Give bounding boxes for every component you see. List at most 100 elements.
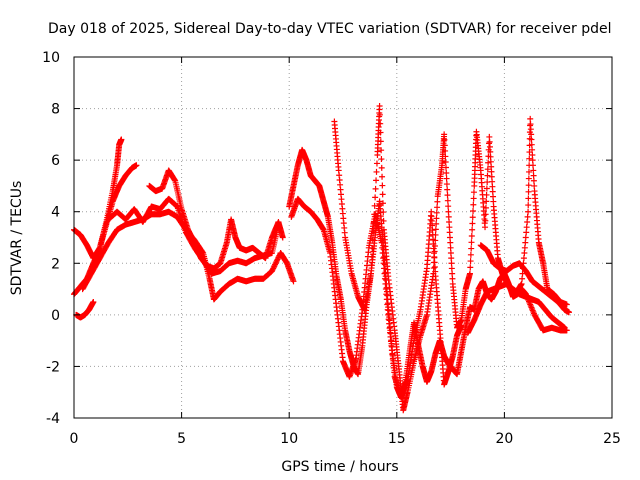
data-point	[434, 204, 441, 211]
x-tick-label: 25	[603, 431, 621, 447]
data-point	[441, 136, 448, 143]
data-point	[470, 201, 477, 208]
data-point	[433, 220, 440, 227]
data-point	[371, 211, 378, 218]
data-point	[90, 298, 97, 305]
data-point	[531, 182, 538, 189]
data-point	[563, 301, 570, 308]
data-point	[379, 200, 386, 207]
data-point	[446, 224, 453, 231]
data-point	[528, 136, 535, 143]
data-point	[431, 242, 438, 249]
data-point	[530, 167, 537, 174]
series-satellite-track-10	[477, 242, 572, 316]
data-point	[482, 217, 489, 224]
data-point	[368, 253, 375, 260]
data-point	[371, 202, 378, 209]
data-point	[525, 175, 532, 182]
data-point	[433, 209, 440, 216]
data-point	[432, 231, 439, 238]
data-point	[433, 215, 440, 222]
data-point	[528, 131, 535, 138]
data-series	[71, 102, 572, 414]
data-point	[467, 251, 474, 258]
data-point	[469, 220, 476, 227]
data-point	[383, 291, 390, 298]
data-point	[530, 177, 537, 184]
data-point	[380, 217, 387, 224]
data-point	[470, 189, 477, 196]
data-point	[529, 146, 536, 153]
data-point	[369, 245, 376, 252]
data-point	[447, 239, 454, 246]
data-point	[432, 237, 439, 244]
data-point	[445, 203, 452, 210]
x-tick-label: 10	[280, 431, 298, 447]
data-point	[133, 162, 140, 169]
data-point	[470, 195, 477, 202]
data-point	[484, 166, 491, 173]
data-point	[482, 211, 489, 218]
data-point	[522, 239, 529, 246]
data-point	[525, 168, 532, 175]
data-point	[528, 141, 535, 148]
y-tick-label: 6	[51, 153, 60, 169]
x-axis-label: GPS time / hours	[281, 459, 398, 475]
y-tick-label: 4	[51, 205, 60, 221]
data-point	[369, 236, 376, 243]
data-point	[376, 111, 383, 118]
data-point	[525, 182, 532, 189]
data-point	[525, 202, 532, 209]
data-point	[379, 191, 386, 198]
data-point	[448, 260, 455, 267]
y-tick-label: 0	[51, 308, 60, 324]
data-point	[441, 142, 448, 149]
data-point	[524, 219, 531, 226]
data-point	[483, 198, 490, 205]
data-point	[434, 198, 441, 205]
data-point	[441, 131, 448, 138]
data-point	[118, 136, 125, 143]
data-point	[373, 177, 380, 184]
data-point	[529, 151, 536, 158]
series-satellite-track-6	[146, 167, 286, 272]
data-point	[466, 270, 473, 277]
data-point	[382, 286, 389, 293]
data-point	[444, 197, 451, 204]
data-point	[443, 181, 450, 188]
x-tick-label: 15	[388, 431, 406, 447]
data-point	[381, 265, 388, 272]
data-point	[523, 229, 530, 236]
data-point	[373, 160, 380, 167]
data-point	[529, 162, 536, 169]
data-point	[444, 192, 451, 199]
data-point	[529, 157, 536, 164]
y-tick-label: 8	[51, 102, 60, 118]
data-point	[525, 188, 532, 195]
data-point	[378, 156, 385, 163]
data-point	[379, 244, 386, 251]
data-point	[442, 153, 449, 160]
data-point	[379, 182, 386, 189]
data-point	[279, 234, 286, 241]
data-point	[522, 234, 529, 241]
data-point	[442, 164, 449, 171]
data-point	[484, 172, 491, 179]
data-point	[521, 249, 528, 256]
data-point	[372, 194, 379, 201]
data-point	[442, 158, 449, 165]
data-point	[527, 126, 534, 133]
data-point	[442, 147, 449, 154]
data-point	[431, 254, 438, 261]
data-point	[519, 275, 526, 282]
x-tick-label: 0	[70, 431, 79, 447]
data-point	[486, 140, 493, 147]
axis-ticks: 0 5 10 15 20 25 -4 -2 0 2 4 6 8 10	[42, 50, 621, 447]
series-satellite-track-8	[288, 195, 465, 401]
y-tick-label: 2	[51, 256, 60, 272]
data-point	[527, 121, 534, 128]
data-point	[373, 168, 380, 175]
data-point	[370, 228, 377, 235]
data-point	[482, 204, 489, 211]
data-point	[445, 208, 452, 215]
